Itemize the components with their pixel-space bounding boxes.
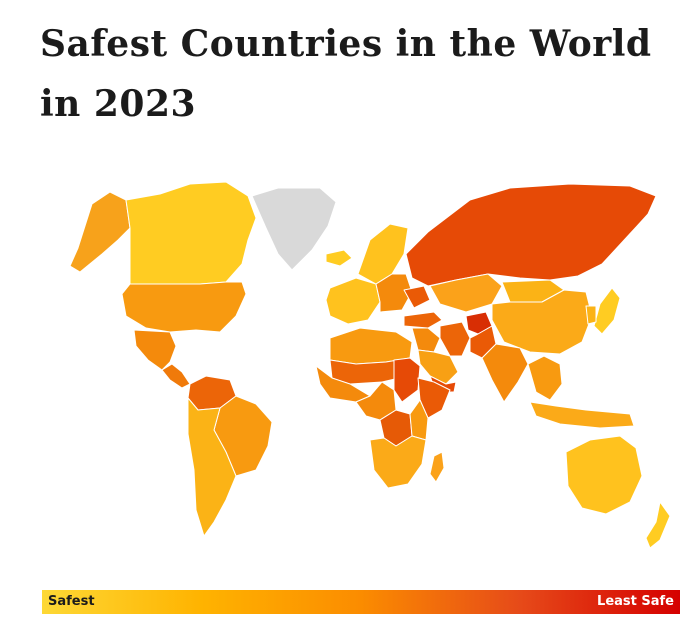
region-indonesia[interactable] bbox=[529, 401, 635, 429]
region-russia[interactable] bbox=[405, 183, 657, 287]
world-map bbox=[69, 181, 671, 549]
region-australia[interactable] bbox=[565, 435, 643, 515]
region-canada[interactable] bbox=[125, 181, 257, 285]
region-central-america[interactable] bbox=[161, 363, 191, 389]
region-mexico[interactable] bbox=[133, 329, 177, 371]
region-kazakhstan-central-asia[interactable] bbox=[429, 273, 503, 313]
region-alaska[interactable] bbox=[69, 191, 131, 273]
region-madagascar[interactable] bbox=[429, 451, 445, 483]
region-greenland[interactable] bbox=[251, 187, 337, 271]
region-china[interactable] bbox=[491, 289, 593, 355]
region-india[interactable] bbox=[481, 343, 529, 403]
region-southern-africa[interactable] bbox=[369, 435, 427, 489]
page-title: Safest Countries in the World in 2023 bbox=[40, 23, 652, 125]
region-iran[interactable] bbox=[439, 321, 471, 357]
region-japan[interactable] bbox=[593, 287, 621, 335]
region-united-states[interactable] bbox=[121, 281, 247, 333]
legend-least-safe-label: Least Safe bbox=[597, 594, 674, 609]
region-western-europe[interactable] bbox=[325, 277, 381, 325]
region-arabian-peninsula[interactable] bbox=[417, 349, 459, 385]
region-iceland[interactable] bbox=[325, 249, 353, 267]
region-southeast-asia[interactable] bbox=[527, 355, 563, 401]
region-turkey[interactable] bbox=[403, 311, 443, 329]
region-central-africa[interactable] bbox=[355, 381, 397, 421]
region-middle-east[interactable] bbox=[411, 327, 441, 353]
region-eastern-europe[interactable] bbox=[375, 273, 413, 313]
legend-safest-label: Safest bbox=[48, 594, 95, 609]
region-sudan[interactable] bbox=[393, 357, 421, 403]
region-ukraine[interactable] bbox=[403, 285, 431, 309]
region-southern-south-america[interactable] bbox=[187, 397, 237, 537]
region-new-zealand[interactable] bbox=[645, 501, 671, 549]
region-korea[interactable] bbox=[585, 305, 597, 325]
legend-gradient-bar: Safest Least Safe bbox=[42, 590, 680, 614]
region-east-africa[interactable] bbox=[409, 399, 429, 441]
region-north-africa[interactable] bbox=[329, 327, 413, 365]
